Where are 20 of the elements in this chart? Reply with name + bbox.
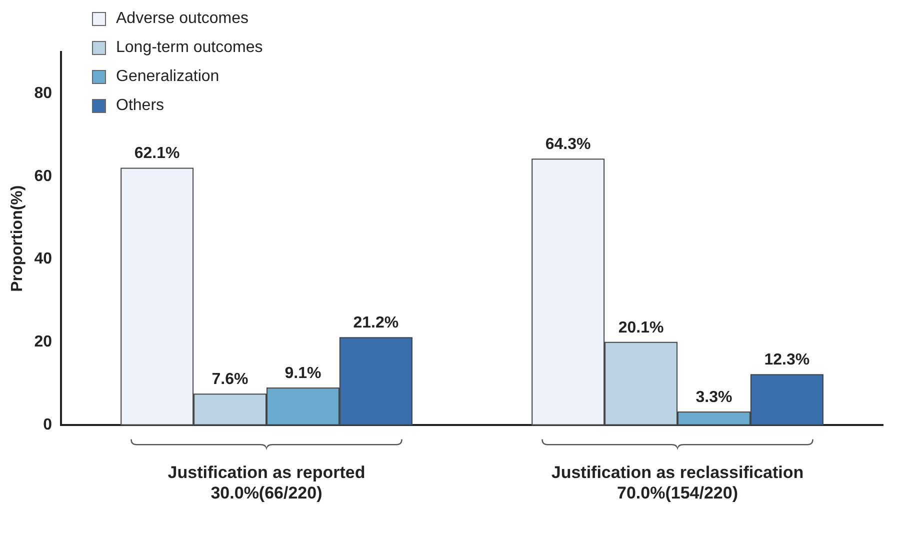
y-tick-label: 20 (34, 334, 52, 351)
data-label: 20.1% (618, 319, 664, 336)
data-label: 7.6% (212, 371, 248, 388)
y-tick-label: 0 (43, 416, 52, 434)
y-axis-title: Proportion(%) (9, 185, 26, 292)
data-label: 64.3% (545, 136, 591, 153)
x-tick-label: Justification as reclassification 70.0%(154/220) (551, 463, 804, 502)
legend-label: Adverse outcomes (116, 10, 249, 28)
data-label: 9.1% (284, 364, 322, 382)
data-label: 21.2% (353, 314, 399, 332)
data-label: 3.3% (696, 388, 732, 406)
legend-label: Long-term outcomes (116, 38, 263, 56)
legend-label: Generalization (116, 68, 220, 86)
legend-label: Others (116, 96, 164, 114)
y-tick-label: 40 (34, 250, 52, 268)
x-tick-label: Justification as reported 30.0%(66/220) (168, 463, 366, 502)
y-tick-label: 60 (34, 168, 52, 185)
data-label: 62.1% (134, 145, 180, 162)
y-tick-label: 80 (34, 84, 52, 102)
data-label: 12.3% (764, 352, 810, 369)
